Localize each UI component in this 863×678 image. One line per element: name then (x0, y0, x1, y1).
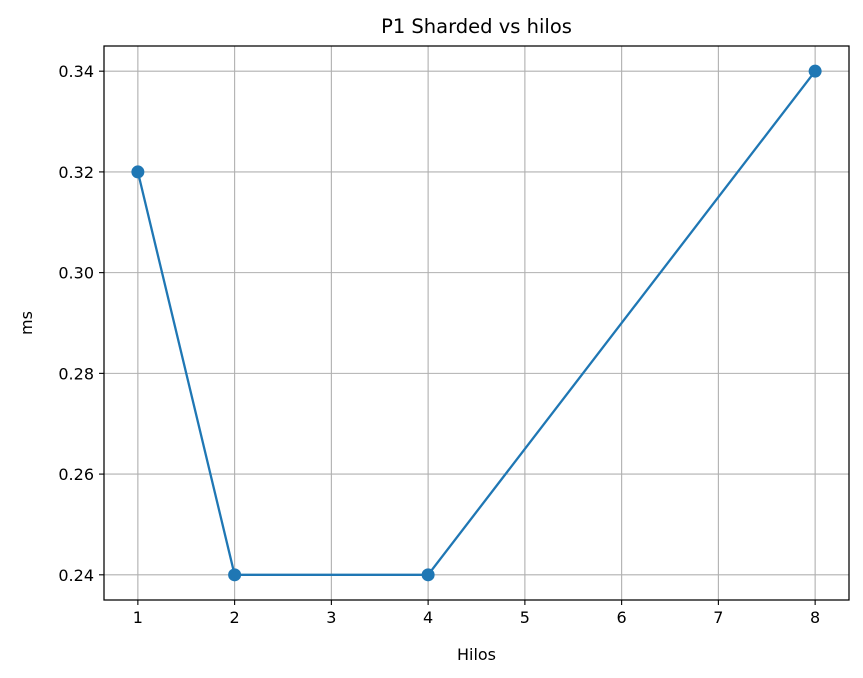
x-tick-label: 8 (810, 608, 820, 627)
y-tick-label: 0.26 (58, 465, 94, 484)
x-tick-label: 3 (326, 608, 336, 627)
plot-frame (103, 45, 850, 601)
x-axis-label: Hilos (457, 645, 496, 664)
x-tick-label: 5 (520, 608, 530, 627)
y-tick-label: 0.34 (58, 62, 94, 81)
chart-title: P1 Sharded vs hilos (381, 15, 572, 38)
x-tick-label: 1 (133, 608, 143, 627)
y-tick-label: 0.28 (58, 364, 94, 383)
x-tick-label: 7 (713, 608, 723, 627)
series-group (131, 64, 822, 582)
data-point (228, 568, 242, 582)
y-axis-label: ms (17, 311, 36, 335)
y-tick-label: 0.24 (58, 566, 94, 585)
data-point (421, 568, 435, 582)
y-tick-label: 0.32 (58, 163, 94, 182)
series-line (136, 70, 817, 576)
data-point (131, 165, 145, 179)
x-tick-label: 4 (423, 608, 433, 627)
x-tick-label: 2 (230, 608, 240, 627)
x-tick-label: 6 (617, 608, 627, 627)
data-point (808, 64, 822, 78)
grid (104, 46, 849, 600)
ticks: 1 2 3 4 5 6 7 8 0.24 0.26 0.28 0.30 0.32 0.34 (58, 62, 820, 627)
y-tick-label: 0.30 (58, 264, 94, 283)
